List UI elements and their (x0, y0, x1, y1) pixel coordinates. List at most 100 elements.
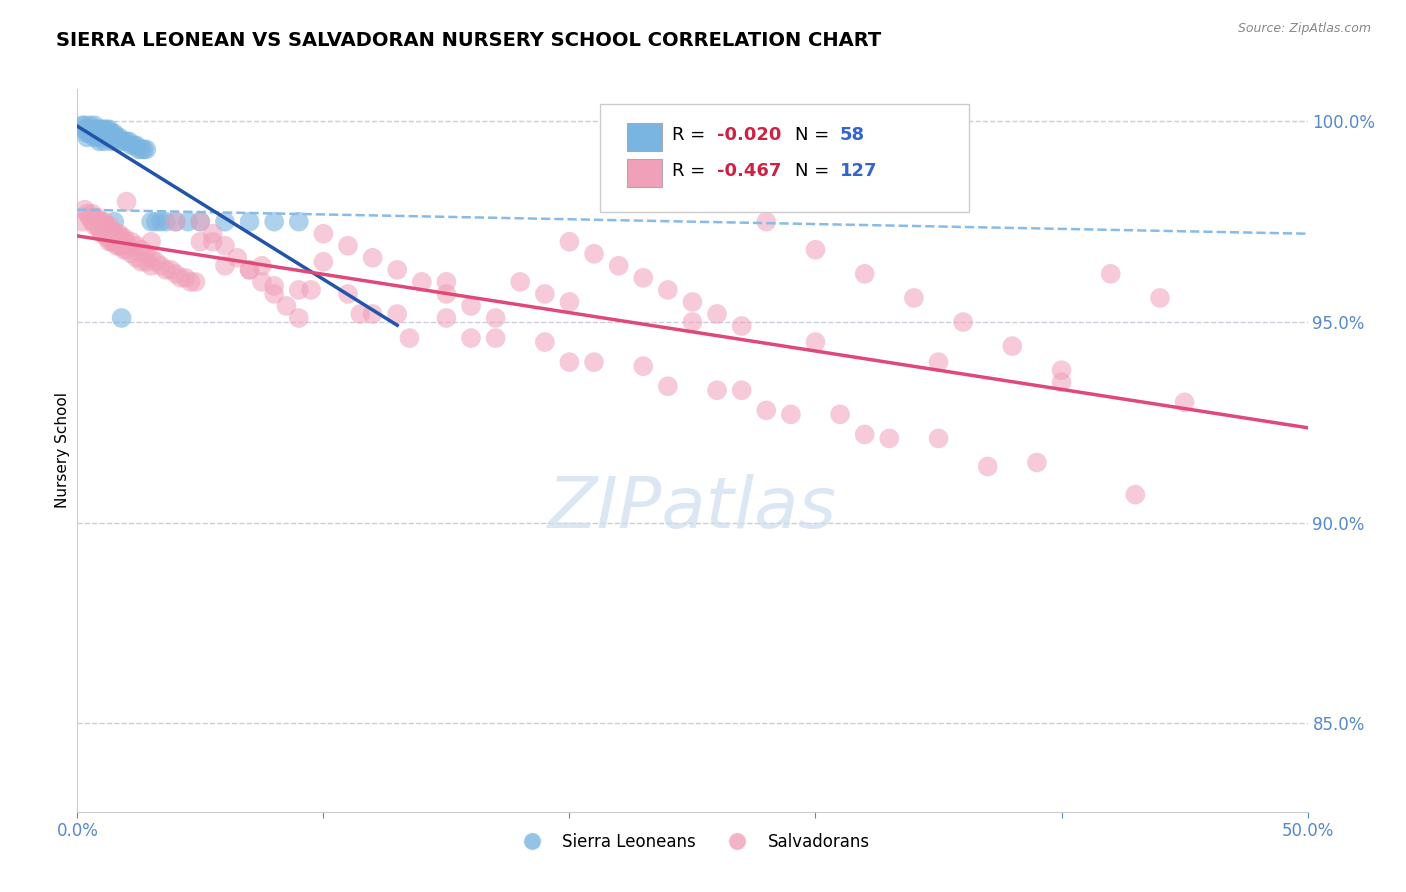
Point (125, 239, 148, 253)
Point (633, 359, 655, 374)
Point (125, 138, 148, 153)
Point (112, 243, 135, 257)
Point (145, 215, 167, 229)
Point (485, 311, 508, 326)
Point (583, 247, 606, 261)
Point (98, 219, 121, 233)
Point (76, 207, 98, 221)
Point (755, 403, 778, 417)
Point (337, 239, 360, 253)
Point (89, 215, 111, 229)
Point (93, 122, 115, 136)
Point (83, 211, 105, 225)
Point (755, 215, 778, 229)
Point (312, 227, 335, 241)
Point (263, 279, 285, 293)
Point (103, 235, 125, 249)
Point (250, 275, 273, 289)
Point (98, 127, 121, 141)
Point (141, 251, 163, 265)
Point (96, 231, 118, 245)
Point (103, 215, 125, 229)
Point (239, 263, 262, 277)
Point (103, 127, 125, 141)
Point (460, 299, 482, 313)
Point (804, 243, 827, 257)
Point (96, 130, 118, 145)
Point (86, 219, 108, 233)
FancyBboxPatch shape (627, 160, 662, 186)
Point (226, 251, 249, 265)
Point (121, 247, 143, 261)
Point (188, 215, 212, 229)
Point (214, 259, 236, 273)
Point (83, 219, 105, 233)
Point (1149, 291, 1171, 305)
Point (129, 255, 153, 269)
Point (73, 122, 96, 136)
Point (682, 295, 704, 310)
Point (70, 215, 93, 229)
Point (780, 408, 803, 422)
Point (177, 215, 200, 229)
Point (558, 235, 581, 249)
Point (90, 215, 114, 229)
Y-axis label: Nursery School: Nursery School (55, 392, 70, 508)
Point (86, 130, 108, 145)
Point (188, 215, 212, 229)
Point (111, 135, 132, 149)
Point (607, 259, 630, 273)
Point (141, 235, 163, 249)
Point (263, 287, 285, 301)
Point (145, 255, 167, 269)
Point (121, 138, 143, 153)
Point (288, 311, 311, 326)
Point (141, 259, 163, 273)
Point (436, 287, 458, 301)
Point (115, 194, 138, 209)
Point (83, 127, 105, 141)
Text: -0.467: -0.467 (717, 161, 782, 180)
Point (160, 263, 183, 277)
Point (79, 211, 101, 225)
Point (174, 271, 197, 285)
Point (90, 130, 114, 145)
Point (76, 130, 98, 145)
Point (361, 307, 384, 321)
Point (93, 215, 115, 229)
FancyBboxPatch shape (627, 123, 662, 151)
Point (239, 263, 262, 277)
Point (150, 215, 173, 229)
Point (89, 135, 111, 149)
Point (82, 127, 104, 141)
Text: R =: R = (672, 161, 710, 180)
Point (105, 130, 128, 145)
Point (706, 307, 728, 321)
Point (150, 259, 173, 273)
Text: -0.020: -0.020 (717, 126, 782, 144)
Point (86, 122, 108, 136)
Point (731, 319, 754, 334)
Legend: Sierra Leoneans, Salvadorans: Sierra Leoneans, Salvadorans (509, 826, 876, 857)
Point (121, 235, 143, 249)
Point (903, 291, 925, 305)
Point (299, 283, 322, 297)
Point (93, 127, 115, 141)
Point (98, 130, 121, 145)
Point (485, 331, 508, 345)
Point (93, 135, 115, 149)
Point (977, 459, 1000, 474)
Point (804, 335, 827, 350)
Point (90, 122, 114, 136)
Text: 58: 58 (841, 126, 865, 144)
Point (115, 135, 138, 149)
Point (188, 235, 212, 249)
Point (98, 122, 121, 136)
Point (165, 215, 187, 229)
Point (1026, 455, 1049, 469)
Point (122, 138, 145, 153)
Point (79, 122, 101, 136)
Point (101, 235, 124, 249)
Text: N =: N = (794, 161, 835, 180)
Text: Source: ZipAtlas.com: Source: ZipAtlas.com (1237, 22, 1371, 36)
